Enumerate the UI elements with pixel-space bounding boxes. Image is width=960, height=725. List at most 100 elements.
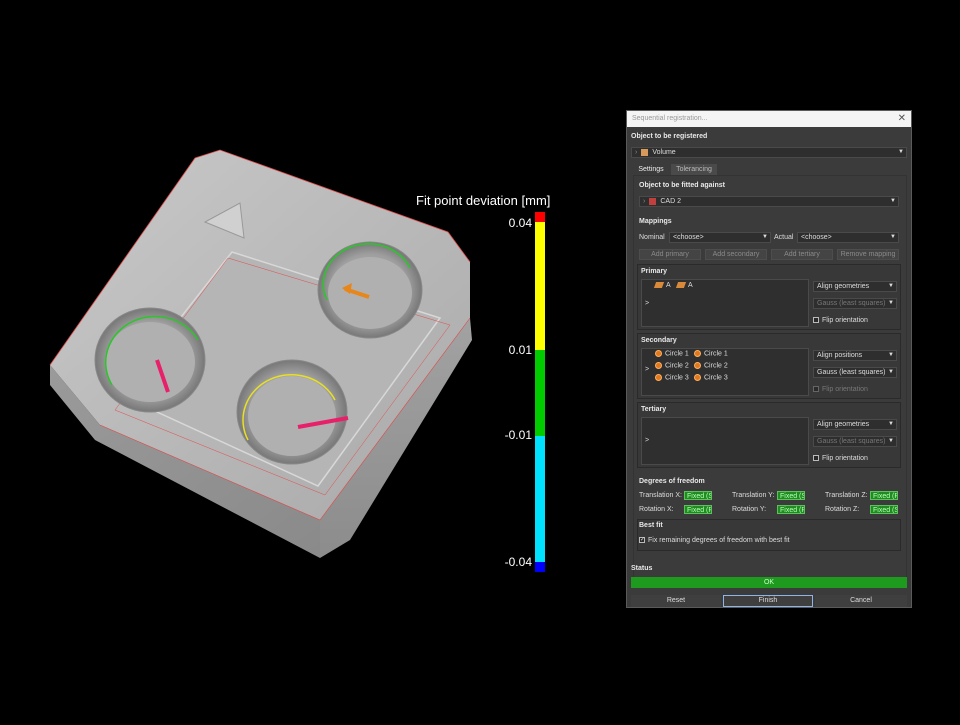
translation-y-label: Translation Y: (732, 492, 775, 499)
secondary-actual-item[interactable]: Circle 2 (694, 362, 728, 369)
object-label: Object to be registered (631, 133, 708, 140)
primary-actual-item[interactable]: A (675, 282, 693, 289)
part-render (49, 149, 472, 558)
primary-arrow: > (645, 300, 650, 307)
tertiary-arrow: > (645, 437, 650, 444)
tab-tolerancing[interactable]: Tolerancing (671, 164, 717, 175)
best-fit-label: Best fit (639, 522, 663, 529)
best-fit-checkbox[interactable]: ✓ Fix remaining degrees of freedom with b… (639, 537, 790, 544)
circle-icon (694, 374, 701, 381)
tertiary-algorithm-select[interactable]: Gauss (least squares) ▼ (813, 436, 897, 447)
tab-settings[interactable]: Settings (633, 164, 669, 175)
tick-label: 0.04 (508, 216, 532, 230)
primary-nominal-item[interactable]: A (653, 282, 671, 289)
add-primary-button[interactable]: Add primary (639, 249, 701, 260)
circle-icon (655, 350, 662, 357)
legend-title: Fit point deviation [mm] (416, 193, 551, 208)
primary-mapping-list[interactable] (641, 279, 809, 327)
status-label: Status (631, 565, 653, 572)
rotation-x-value: Fixed (P) (684, 505, 712, 514)
status-bar: OK (631, 577, 907, 588)
translation-z-label: Translation Z: (825, 492, 868, 499)
secondary-nominal-item[interactable]: Circle 2 (655, 362, 689, 369)
chevron-down-icon: ▼ (890, 198, 896, 204)
translation-z-value: Fixed (P) (870, 491, 898, 500)
deviation-color-scale (535, 212, 545, 572)
chevron-down-icon: ▼ (898, 149, 904, 155)
3d-viewport[interactable]: Fit point deviation [mm] 0.04 0.01 -0.01… (0, 0, 620, 720)
tertiary-flip-checkbox[interactable]: Flip orientation (813, 455, 868, 462)
mappings-label: Mappings (639, 218, 672, 225)
add-tertiary-button[interactable]: Add tertiary (771, 249, 833, 260)
scale-seg-green (535, 350, 545, 436)
circle-icon (694, 362, 701, 369)
rotation-z-value: Fixed (S) (870, 505, 898, 514)
secondary-label: Secondary (641, 337, 677, 344)
chevron-down-icon: ▼ (888, 438, 894, 444)
translation-x-label: Translation X: (639, 492, 682, 499)
tertiary-method-select[interactable]: Align geometries ▼ (813, 419, 897, 430)
object-select[interactable]: › Volume ▼ (631, 147, 907, 158)
sequential-registration-dialog: Sequential registration... ✕ Object to b… (626, 110, 912, 608)
checkbox-box (813, 455, 819, 462)
finish-button[interactable]: Finish (723, 595, 813, 607)
dof-label: Degrees of freedom (639, 478, 705, 485)
secondary-method-select[interactable]: Align positions ▼ (813, 350, 897, 361)
secondary-flip-checkbox[interactable]: Flip orientation (813, 386, 868, 393)
translation-x-value: Fixed (S) (684, 491, 712, 500)
primary-label: Primary (641, 268, 668, 275)
tick-label: 0.01 (508, 343, 532, 357)
tick-label: -0.01 (504, 428, 532, 442)
close-icon[interactable]: ✕ (897, 113, 906, 124)
part-left-face (50, 365, 320, 558)
nominal-label: Nominal (639, 234, 665, 241)
actual-label: Actual (774, 234, 794, 241)
primary-flip-checkbox[interactable]: Flip orientation (813, 317, 868, 324)
circle-icon (655, 374, 662, 381)
translation-y-value: Fixed (S) (777, 491, 805, 500)
dialog-titlebar: Sequential registration... ✕ (627, 111, 911, 127)
secondary-mapping-list[interactable] (641, 348, 809, 396)
chevron-down-icon: ▼ (888, 421, 894, 427)
cancel-button[interactable]: Cancel (815, 595, 907, 607)
primary-method-select[interactable]: Align geometries ▼ (813, 281, 897, 292)
secondary-actual-item[interactable]: Circle 1 (694, 350, 728, 357)
checkbox-box (813, 317, 819, 324)
plane-icon (653, 282, 665, 289)
actual-select[interactable]: <choose> ▼ (797, 232, 899, 243)
chevron-down-icon: ▼ (762, 234, 768, 240)
rotation-z-label: Rotation Z: (825, 506, 860, 513)
rotation-x-label: Rotation X: (639, 506, 674, 513)
part-right-face (320, 318, 472, 558)
secondary-arrow: > (645, 366, 650, 373)
chevron-down-icon: ▼ (888, 369, 894, 375)
chevron-down-icon: ▼ (888, 300, 894, 306)
reset-button[interactable]: Reset (631, 595, 721, 607)
volume-icon (641, 148, 649, 156)
tertiary-mapping-list[interactable] (641, 417, 809, 465)
rotation-y-label: Rotation Y: (732, 506, 767, 513)
scale-seg-red (535, 212, 545, 222)
add-secondary-button[interactable]: Add secondary (705, 249, 767, 260)
secondary-actual-item[interactable]: Circle 3 (694, 374, 728, 381)
nominal-select[interactable]: <choose> ▼ (669, 232, 771, 243)
secondary-nominal-item[interactable]: Circle 1 (655, 350, 689, 357)
dialog-title: Sequential registration... (632, 115, 708, 122)
circle-icon (655, 362, 662, 369)
plane-icon (675, 282, 687, 289)
primary-algorithm-select[interactable]: Gauss (least squares) ▼ (813, 298, 897, 309)
scale-seg-yellow (535, 222, 545, 350)
fit-against-label: Object to be fitted against (639, 182, 725, 189)
secondary-algorithm-select[interactable]: Gauss (least squares) ▼ (813, 367, 897, 378)
rotation-y-value: Fixed (P) (777, 505, 805, 514)
checkbox-box (813, 386, 819, 393)
best-fit-panel (637, 519, 901, 551)
chevron-down-icon: ▼ (890, 234, 896, 240)
chevron-down-icon: ▼ (888, 352, 894, 358)
circle-icon (694, 350, 701, 357)
chevron-down-icon: ▼ (888, 283, 894, 289)
cad-icon (649, 197, 657, 205)
remove-mapping-button[interactable]: Remove mapping (837, 249, 899, 260)
secondary-nominal-item[interactable]: Circle 3 (655, 374, 689, 381)
fit-against-select[interactable]: › CAD 2 ▼ (639, 196, 899, 207)
